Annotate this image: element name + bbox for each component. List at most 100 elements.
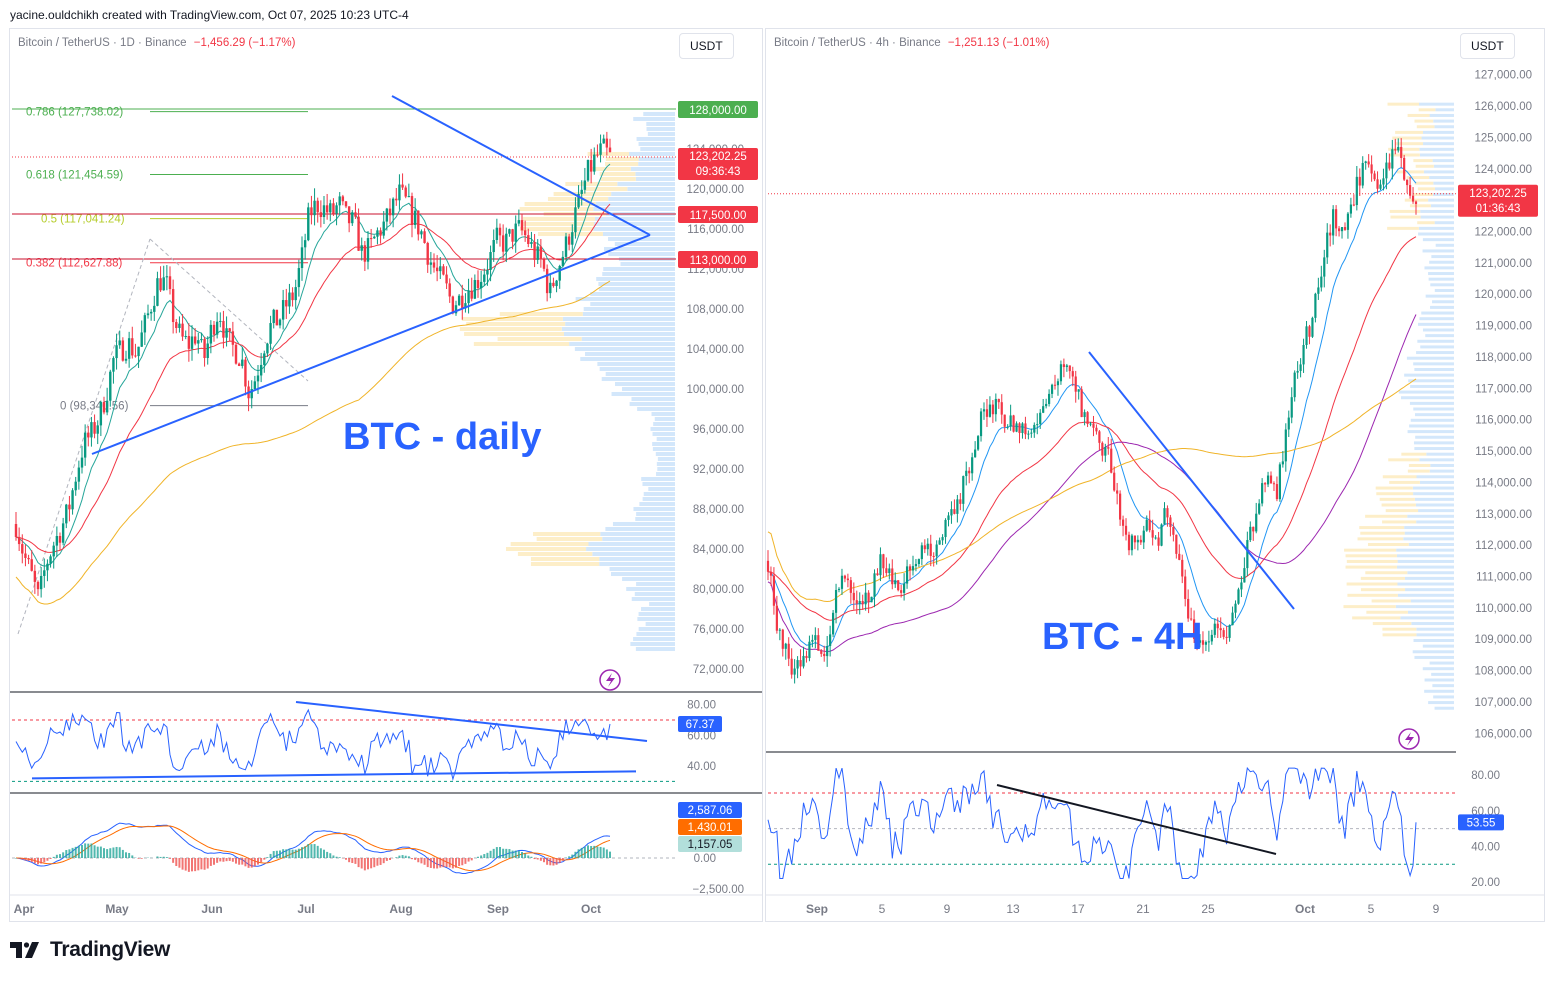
volume-profile-bar: [641, 477, 675, 481]
volume-profile-bar: [1419, 317, 1454, 321]
macd-histogram-bar: [433, 858, 435, 869]
volume-profile-bar: [1414, 655, 1454, 659]
candle-body: [1311, 317, 1314, 337]
volume-profile-bar: [1422, 249, 1454, 253]
candle-body: [322, 205, 326, 218]
macd-histogram-bar: [505, 848, 508, 858]
candle-body: [55, 536, 59, 546]
candle-body: [457, 295, 461, 306]
macd-histogram-bar: [128, 852, 131, 858]
candle-body: [1136, 539, 1139, 543]
macd-histogram-bar: [436, 858, 439, 869]
volume-profile-bar: [1411, 622, 1454, 626]
volume-profile-bar: [636, 632, 675, 636]
macd-histogram-bar: [326, 851, 329, 858]
volume-profile-bar: [622, 577, 675, 581]
candle-body: [49, 556, 52, 564]
signal-value-tag: 1,430.01: [688, 822, 733, 834]
volume-profile-bar: [1404, 526, 1454, 530]
candle-body: [799, 660, 802, 667]
volume-profile-bar-value-area: [553, 192, 612, 196]
candle-body: [1184, 576, 1187, 599]
currency-button[interactable]: USDT: [679, 33, 734, 59]
volume-profile-bar-value-area: [1343, 605, 1396, 609]
candle-body: [1281, 461, 1284, 465]
macd-histogram-bar: [417, 858, 420, 863]
macd-histogram-bar: [414, 858, 417, 860]
macd-histogram-bar: [495, 847, 498, 858]
candle-body: [905, 566, 909, 584]
volume-profile-bar: [611, 572, 675, 576]
volume-profile-bar-value-area: [1382, 627, 1417, 631]
volume-profile-bar: [633, 507, 675, 511]
volume-profile-bar: [614, 382, 675, 386]
volume-profile-bar-value-area: [1413, 192, 1433, 196]
macd-histogram-bar: [269, 853, 272, 858]
candle-body: [1207, 641, 1210, 643]
candle-body: [476, 280, 480, 289]
volume-profile-bar: [1428, 272, 1454, 276]
macd-histogram-bar: [580, 847, 583, 858]
macd-histogram-bar: [81, 844, 83, 858]
candle-body: [914, 564, 918, 567]
candle-body: [1225, 636, 1228, 638]
volume-profile-bar: [1418, 322, 1454, 326]
candle-body: [555, 280, 558, 287]
volume-profile-bar-value-area: [1414, 181, 1434, 185]
candle-body: [285, 300, 288, 307]
x-axis-tick-label: 25: [1201, 902, 1215, 916]
candle-body: [1373, 173, 1376, 180]
candle-body: [965, 470, 968, 477]
volume-profile-bar: [656, 472, 675, 476]
candle-body: [237, 363, 241, 366]
volume-profile-bar: [595, 202, 675, 206]
y-axis-tick-label: 127,000.00: [1474, 70, 1532, 82]
candle-body: [489, 252, 492, 270]
currency-button[interactable]: USDT: [1460, 33, 1515, 59]
x-axis-tick-label: 17: [1071, 902, 1085, 916]
candle-body: [530, 241, 533, 245]
macd-histogram-bar: [24, 858, 27, 861]
volume-profile-bar: [1401, 396, 1454, 400]
volume-profile-bar: [1432, 159, 1454, 163]
candle-body: [564, 236, 568, 257]
candle-body: [517, 220, 521, 224]
volume-profile-bar: [636, 512, 675, 516]
candle-body: [398, 184, 401, 201]
candle-body: [974, 449, 977, 458]
volume-profile-bar: [636, 582, 675, 586]
candle-body: [888, 568, 891, 574]
candle-body: [549, 282, 552, 294]
candle-body: [451, 296, 455, 314]
macd-histogram-bar: [536, 858, 539, 860]
candle-body: [858, 601, 861, 604]
volume-profile-bar: [1410, 418, 1454, 422]
candle-body: [1077, 389, 1080, 392]
moving-average-fast: [767, 166, 1417, 648]
macd-histogram-bar: [263, 858, 266, 860]
macd-histogram-bar: [590, 846, 593, 858]
daily-chart-canvas[interactable]: 0.786 (127,738.02) 0.618 (121,454.59) 0.5 …: [10, 29, 762, 921]
candle-body: [21, 544, 24, 554]
tradingview-logo[interactable]: TradingView: [10, 938, 170, 962]
candle-body: [1261, 483, 1264, 504]
candle-body: [1121, 519, 1125, 526]
macd-histogram-bar: [172, 858, 175, 863]
volume-profile-bar: [565, 322, 675, 326]
macd-histogram-bar: [448, 858, 451, 868]
chart-panel-4h[interactable]: Bitcoin / TetherUS · 4h · Binance −1,251…: [765, 28, 1545, 922]
4h-chart-canvas[interactable]: 127,000.00 126,000.00 125,000.00 124,000.00…: [766, 29, 1544, 921]
volume-profile-bar: [594, 217, 675, 221]
macd-histogram-bar: [577, 849, 580, 858]
candle-body: [885, 568, 888, 574]
candle-body: [1039, 412, 1042, 425]
chart-panel-daily[interactable]: Bitcoin / TetherUS · 1D · Binance −1,456…: [9, 28, 763, 922]
volume-profile-bar: [1395, 605, 1454, 609]
volume-profile-bar: [602, 272, 675, 276]
candle-body: [294, 287, 297, 301]
candle-body: [852, 592, 855, 601]
candle-body: [1237, 589, 1240, 604]
volume-profile-bar-value-area: [1352, 616, 1401, 620]
candle-body: [1192, 619, 1196, 640]
candle-body: [1053, 384, 1057, 386]
